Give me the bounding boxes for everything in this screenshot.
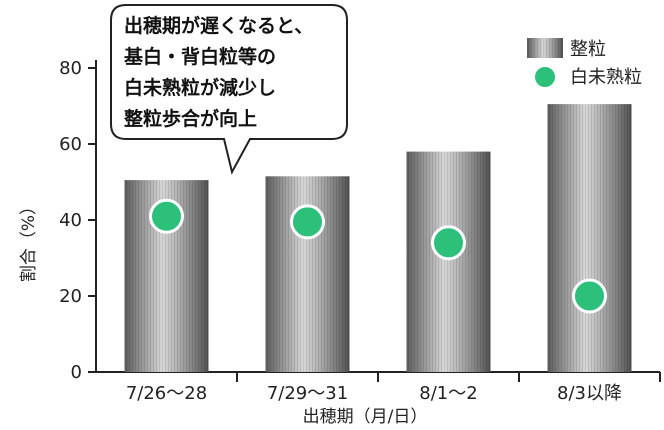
callout-line-4: 整粒歩合が向上 xyxy=(124,107,257,130)
bars xyxy=(124,104,632,372)
y-ticks: 0 20 40 60 80 xyxy=(59,58,96,383)
x-category-label: 8/3以降 xyxy=(557,383,622,404)
y-axis-title: 割合（%） xyxy=(19,198,39,282)
legend-label-bar: 整粒 xyxy=(570,39,606,60)
x-axis-title: 出穂期（月/日） xyxy=(303,407,428,427)
y-tick-label: 20 xyxy=(59,286,82,307)
y-tick-label: 80 xyxy=(59,58,82,79)
callout-line-2: 基白・背白粒等の xyxy=(123,45,276,68)
callout-line-1: 出穂期が遅くなると、 xyxy=(124,14,313,37)
callout-bubble xyxy=(110,4,348,175)
x-category-label: 7/26～28 xyxy=(126,383,207,404)
data-point xyxy=(572,278,607,314)
callout: 出穂期が遅くなると、 基白・背白粒等の 白未熟粒が減少し 整粒歩合が向上 xyxy=(110,4,348,175)
y-tick-label: 60 xyxy=(59,134,82,155)
y-tick-label: 0 xyxy=(71,362,82,383)
bar-texture xyxy=(547,104,632,372)
legend: 整粒 白未熟粒 xyxy=(527,38,642,89)
x-category-label: 8/1～2 xyxy=(419,383,477,404)
data-point xyxy=(149,198,184,234)
legend-label-point: 白未熟粒 xyxy=(570,67,642,88)
bar-texture xyxy=(406,151,491,372)
points xyxy=(149,198,607,314)
legend-swatch-point xyxy=(533,65,557,89)
data-point xyxy=(431,225,466,261)
x-category-label: 7/29～31 xyxy=(267,383,348,404)
callout-line-3: 白未熟粒が減少し xyxy=(124,76,276,99)
x-categories: 7/26～28 7/29～31 8/1～2 8/3以降 xyxy=(126,372,661,404)
legend-swatch-bar-stripe xyxy=(527,38,563,58)
data-point xyxy=(290,204,325,240)
y-tick-label: 40 xyxy=(59,210,82,231)
